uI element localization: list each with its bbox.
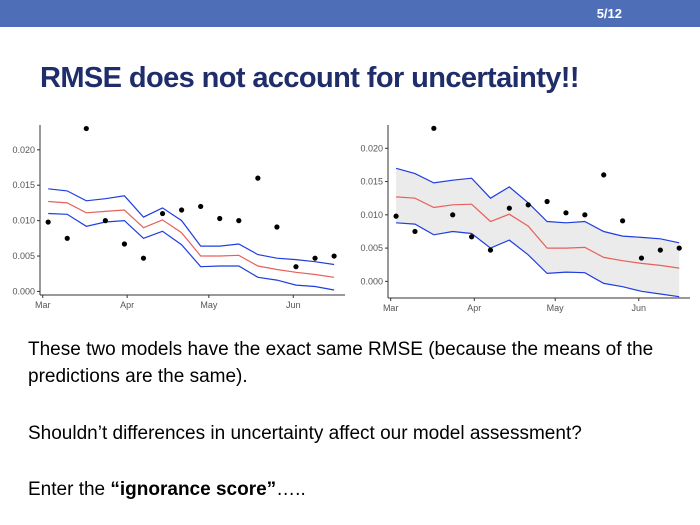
y-tick-label: 0.000: [12, 286, 35, 296]
header-bar: 5/12: [0, 0, 700, 27]
y-tick-label: 0.000: [360, 276, 383, 286]
observation-point: [217, 215, 223, 222]
x-tick-label: Jun: [632, 303, 647, 313]
observation-point: [102, 218, 108, 224]
paragraph-rmse: These two models have the exact same RMS…: [28, 339, 654, 387]
paragraph-question: Shouldn’t differences in uncertainty aff…: [28, 423, 582, 444]
lower-bound-line: [48, 212, 335, 291]
open-quote: “: [110, 479, 120, 500]
observation-point: [506, 205, 512, 211]
observation-point: [601, 172, 607, 178]
x-tick-label: Apr: [467, 303, 481, 313]
mean-prediction-line: [48, 200, 335, 278]
y-tick-label: 0.020: [12, 145, 35, 155]
x-tick-label: Mar: [35, 300, 51, 310]
y-tick-label: 0.010: [12, 216, 35, 226]
upper-bound-line: [395, 167, 680, 244]
x-tick-label: Mar: [383, 303, 399, 313]
x-tick-label: May: [547, 303, 565, 313]
observation-point: [619, 218, 626, 224]
observation-point: [525, 202, 531, 208]
slide-title: RMSE does not account for uncertainty!!: [40, 62, 580, 94]
upper-bound-line: [48, 188, 335, 266]
observation-point: [255, 175, 261, 181]
observation-point: [236, 218, 242, 224]
observation-point: [274, 224, 280, 230]
observation-point: [121, 241, 128, 247]
observation-point: [582, 212, 588, 218]
page-number: 5/12: [596, 6, 622, 21]
y-tick-label: 0.015: [12, 180, 35, 190]
observation-point: [487, 247, 494, 253]
observation-point: [450, 212, 456, 218]
observation-point: [393, 213, 399, 219]
close-quote: ”: [266, 479, 277, 500]
observation-point: [140, 255, 147, 261]
observation-point: [563, 210, 569, 216]
x-tick-label: Apr: [120, 300, 134, 310]
chart-left: 0.000 0.005 0.010 0.015 0.020 Mar Apr May Jun: [0, 120, 350, 320]
y-tick-label: 0.010: [360, 210, 383, 220]
observation-point: [468, 234, 475, 240]
chart-right: 0.000 0.005 0.010 0.015 0.020 Mar Apr May Jun: [350, 120, 695, 320]
observation-point: [657, 247, 663, 253]
ignorance-score-term: ignorance score: [119, 479, 267, 500]
observation-point: [412, 228, 418, 235]
y-tick-label: 0.020: [360, 143, 383, 153]
observation-point: [638, 255, 645, 261]
observation-point: [45, 219, 51, 225]
x-tick-label: Jun: [286, 300, 301, 310]
paragraph-ignorance: Enter the “ignorance score”…..: [28, 476, 306, 503]
observation-point: [431, 125, 437, 131]
y-tick-label: 0.005: [360, 243, 383, 253]
paragraph-suffix: …..: [276, 479, 306, 500]
chart-svg: 0.000 0.005 0.010 0.015 0.020 Mar Apr May Jun: [12, 125, 345, 310]
chart-svg: 0.000 0.005 0.010 0.015 0.020 Mar Apr May Jun: [360, 125, 690, 313]
lower-bound-line: [396, 222, 680, 298]
observation-point: [312, 255, 318, 261]
observation-point: [64, 235, 70, 241]
observation-point: [159, 210, 166, 217]
y-tick-label: 0.015: [360, 177, 383, 187]
observation-point: [83, 125, 89, 132]
observation-point: [293, 264, 299, 270]
observation-point: [676, 245, 682, 251]
paragraph-prefix: Enter the: [28, 479, 111, 500]
mean-prediction-line: [396, 196, 680, 269]
observation-point: [198, 203, 204, 210]
prediction-interval-band: [396, 168, 680, 297]
observation-point: [331, 253, 337, 259]
observation-point: [544, 198, 550, 205]
observation-point: [179, 207, 185, 213]
x-tick-label: May: [200, 300, 218, 310]
y-tick-label: 0.005: [12, 251, 35, 261]
